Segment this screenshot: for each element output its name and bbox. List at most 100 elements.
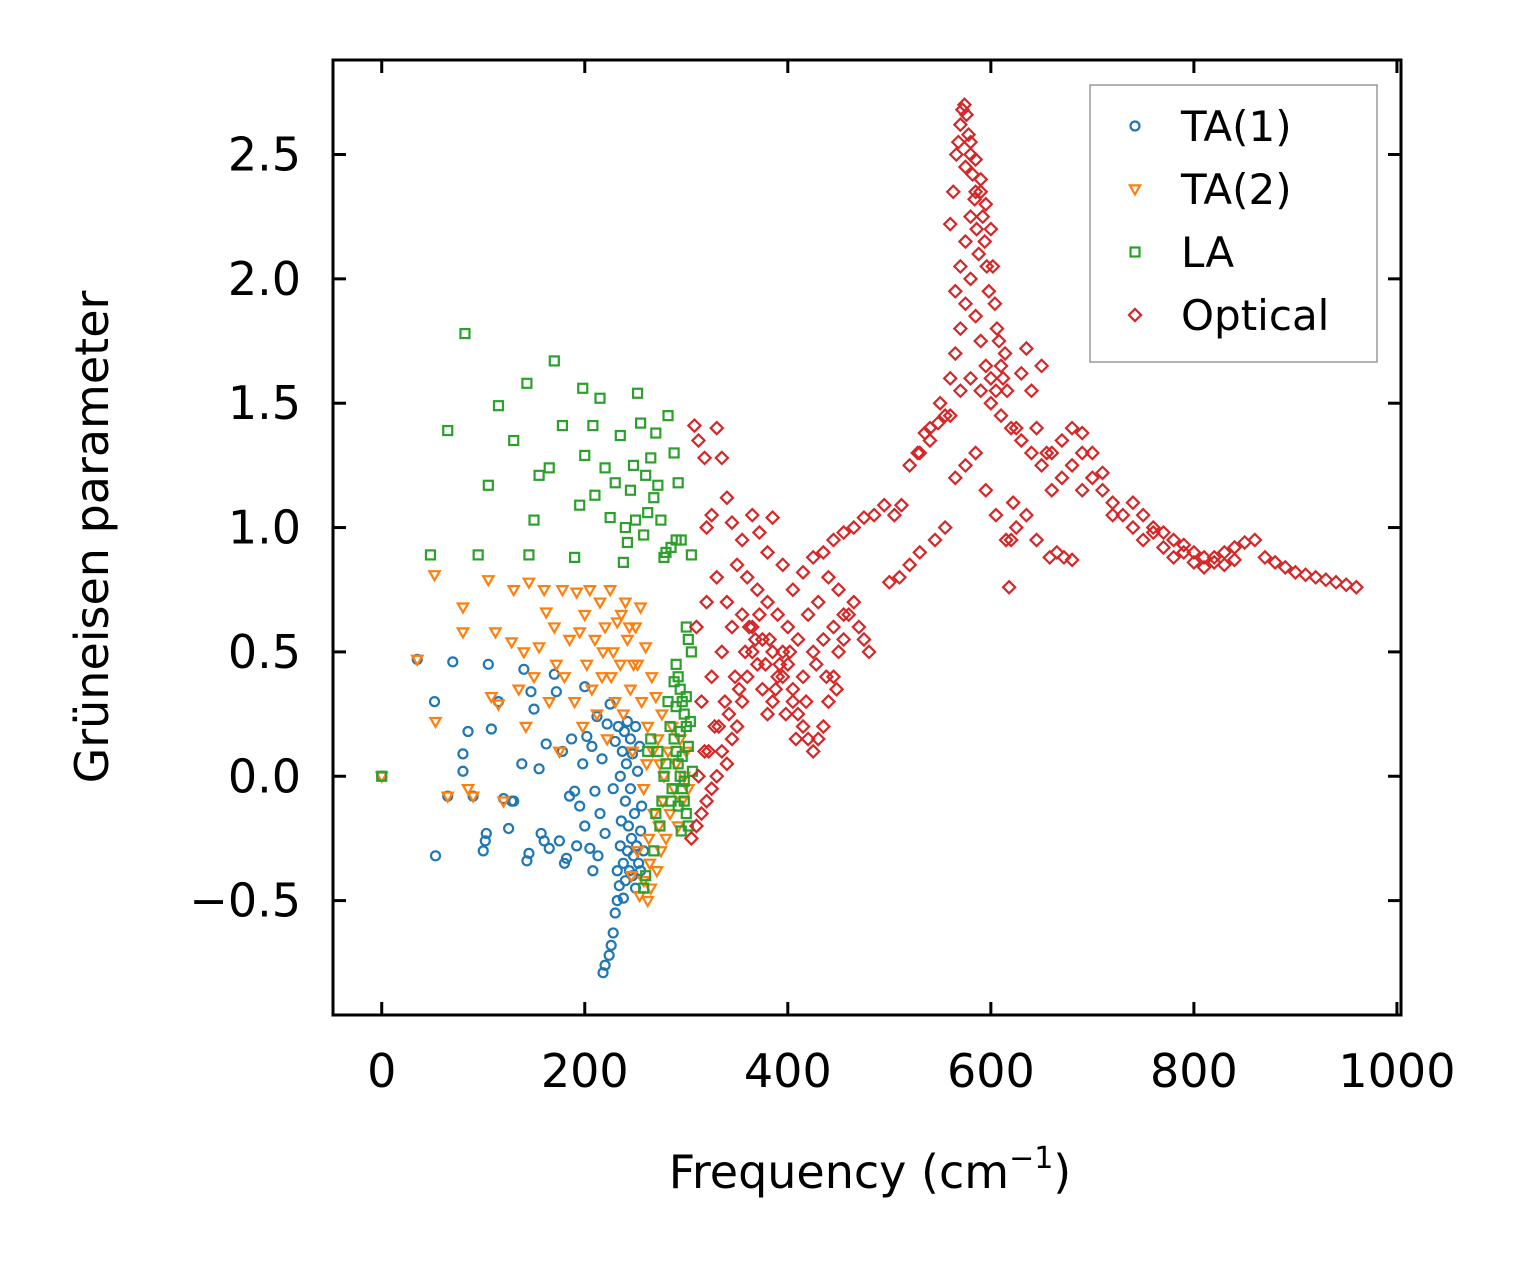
point-ta-1 bbox=[523, 847, 535, 859]
point-optical bbox=[937, 519, 953, 536]
point-ta-2 bbox=[641, 833, 656, 847]
point-optical bbox=[902, 557, 918, 573]
point-optical bbox=[739, 569, 755, 585]
point-optical bbox=[975, 209, 991, 225]
point-ta-1 bbox=[569, 785, 581, 797]
point-ta-1 bbox=[625, 832, 638, 845]
point-la bbox=[674, 683, 686, 695]
point-optical bbox=[698, 594, 715, 610]
point-la bbox=[619, 521, 631, 534]
point-ta-2 bbox=[640, 721, 655, 735]
point-ta-1 bbox=[615, 815, 627, 827]
point-ta-2 bbox=[481, 575, 496, 588]
point-ta-1 bbox=[619, 875, 631, 887]
point-ta-2 bbox=[604, 672, 619, 685]
point-optical bbox=[805, 743, 821, 760]
point-ta-1 bbox=[553, 835, 565, 847]
point-optical bbox=[1005, 495, 1021, 511]
point-optical bbox=[927, 532, 943, 548]
point-optical bbox=[1074, 445, 1090, 461]
point-ta-2 bbox=[597, 622, 613, 635]
point-la bbox=[376, 770, 388, 782]
point-optical bbox=[815, 544, 831, 561]
point-la bbox=[424, 549, 437, 561]
point-optical bbox=[795, 669, 811, 685]
point-ta-1 bbox=[579, 681, 591, 693]
point-ta-1 bbox=[579, 820, 591, 832]
point-ta-1 bbox=[611, 865, 623, 877]
point-la bbox=[675, 534, 687, 546]
legend: TA(1) TA(2) LA Optical bbox=[1089, 84, 1378, 363]
y-tick-label: 1.0 bbox=[228, 501, 301, 555]
point-optical bbox=[700, 743, 717, 760]
point-optical bbox=[800, 731, 816, 747]
point-optical bbox=[731, 681, 747, 697]
point-la bbox=[662, 410, 674, 422]
point-optical bbox=[979, 258, 995, 275]
point-la bbox=[631, 387, 644, 399]
point-la bbox=[648, 492, 660, 504]
point-optical bbox=[981, 283, 997, 299]
point-la bbox=[543, 462, 555, 474]
point-la bbox=[594, 392, 606, 404]
point-ta-2 bbox=[455, 627, 471, 640]
point-optical bbox=[957, 159, 974, 175]
point-optical bbox=[902, 457, 918, 474]
point-ta-2 bbox=[633, 602, 648, 615]
point-optical bbox=[1135, 532, 1151, 548]
point-optical bbox=[942, 216, 958, 232]
point-ta-1 bbox=[462, 725, 474, 738]
point-optical bbox=[798, 694, 814, 710]
point-ta-1 bbox=[581, 730, 593, 743]
point-optical bbox=[754, 681, 771, 697]
axis-ticks bbox=[333, 60, 1401, 1015]
point-la bbox=[609, 477, 621, 489]
point-optical bbox=[704, 669, 720, 685]
x-tick-label: 0 bbox=[367, 1044, 396, 1098]
legend-label-optical: Optical bbox=[1181, 291, 1329, 340]
point-optical bbox=[948, 146, 964, 163]
point-ta-2 bbox=[427, 570, 442, 583]
point-optical bbox=[727, 669, 743, 685]
point-la bbox=[640, 870, 652, 882]
point-la bbox=[670, 701, 682, 713]
point-ta-1 bbox=[630, 840, 643, 852]
point-optical bbox=[1186, 544, 1202, 561]
point-optical bbox=[734, 606, 750, 623]
point-ta-2 bbox=[634, 696, 649, 710]
point-ta-2 bbox=[614, 609, 629, 623]
point-optical bbox=[714, 743, 730, 760]
y-tick-label: 1.5 bbox=[228, 376, 301, 430]
point-ta-2 bbox=[662, 808, 678, 822]
point-la bbox=[579, 449, 591, 462]
point-la bbox=[587, 419, 599, 432]
point-optical bbox=[785, 681, 801, 697]
point-ta-2 bbox=[511, 684, 526, 697]
point-la bbox=[635, 417, 647, 429]
point-la bbox=[685, 549, 697, 561]
point-optical bbox=[830, 644, 847, 660]
point-ta-1 bbox=[609, 907, 621, 919]
point-optical bbox=[1064, 552, 1080, 568]
point-optical bbox=[764, 644, 781, 660]
point-optical bbox=[1308, 569, 1324, 585]
point-optical bbox=[1105, 507, 1121, 523]
point-la bbox=[482, 479, 494, 491]
point-optical bbox=[846, 519, 862, 536]
point-optical bbox=[780, 619, 796, 635]
point-la bbox=[523, 549, 535, 561]
point-ta-1 bbox=[601, 718, 613, 730]
point-la bbox=[642, 745, 654, 757]
point-optical bbox=[704, 507, 720, 523]
point-optical bbox=[836, 606, 852, 623]
point-ta-2 bbox=[579, 659, 594, 672]
point-optical bbox=[1054, 470, 1070, 486]
point-ta-2 bbox=[642, 858, 657, 871]
plot-frame bbox=[331, 58, 1403, 1017]
point-ta-2 bbox=[622, 622, 637, 635]
point-optical bbox=[983, 370, 999, 386]
point-optical bbox=[967, 308, 984, 324]
point-ta-2 bbox=[428, 716, 443, 730]
point-optical bbox=[836, 631, 852, 648]
point-optical bbox=[856, 631, 872, 648]
